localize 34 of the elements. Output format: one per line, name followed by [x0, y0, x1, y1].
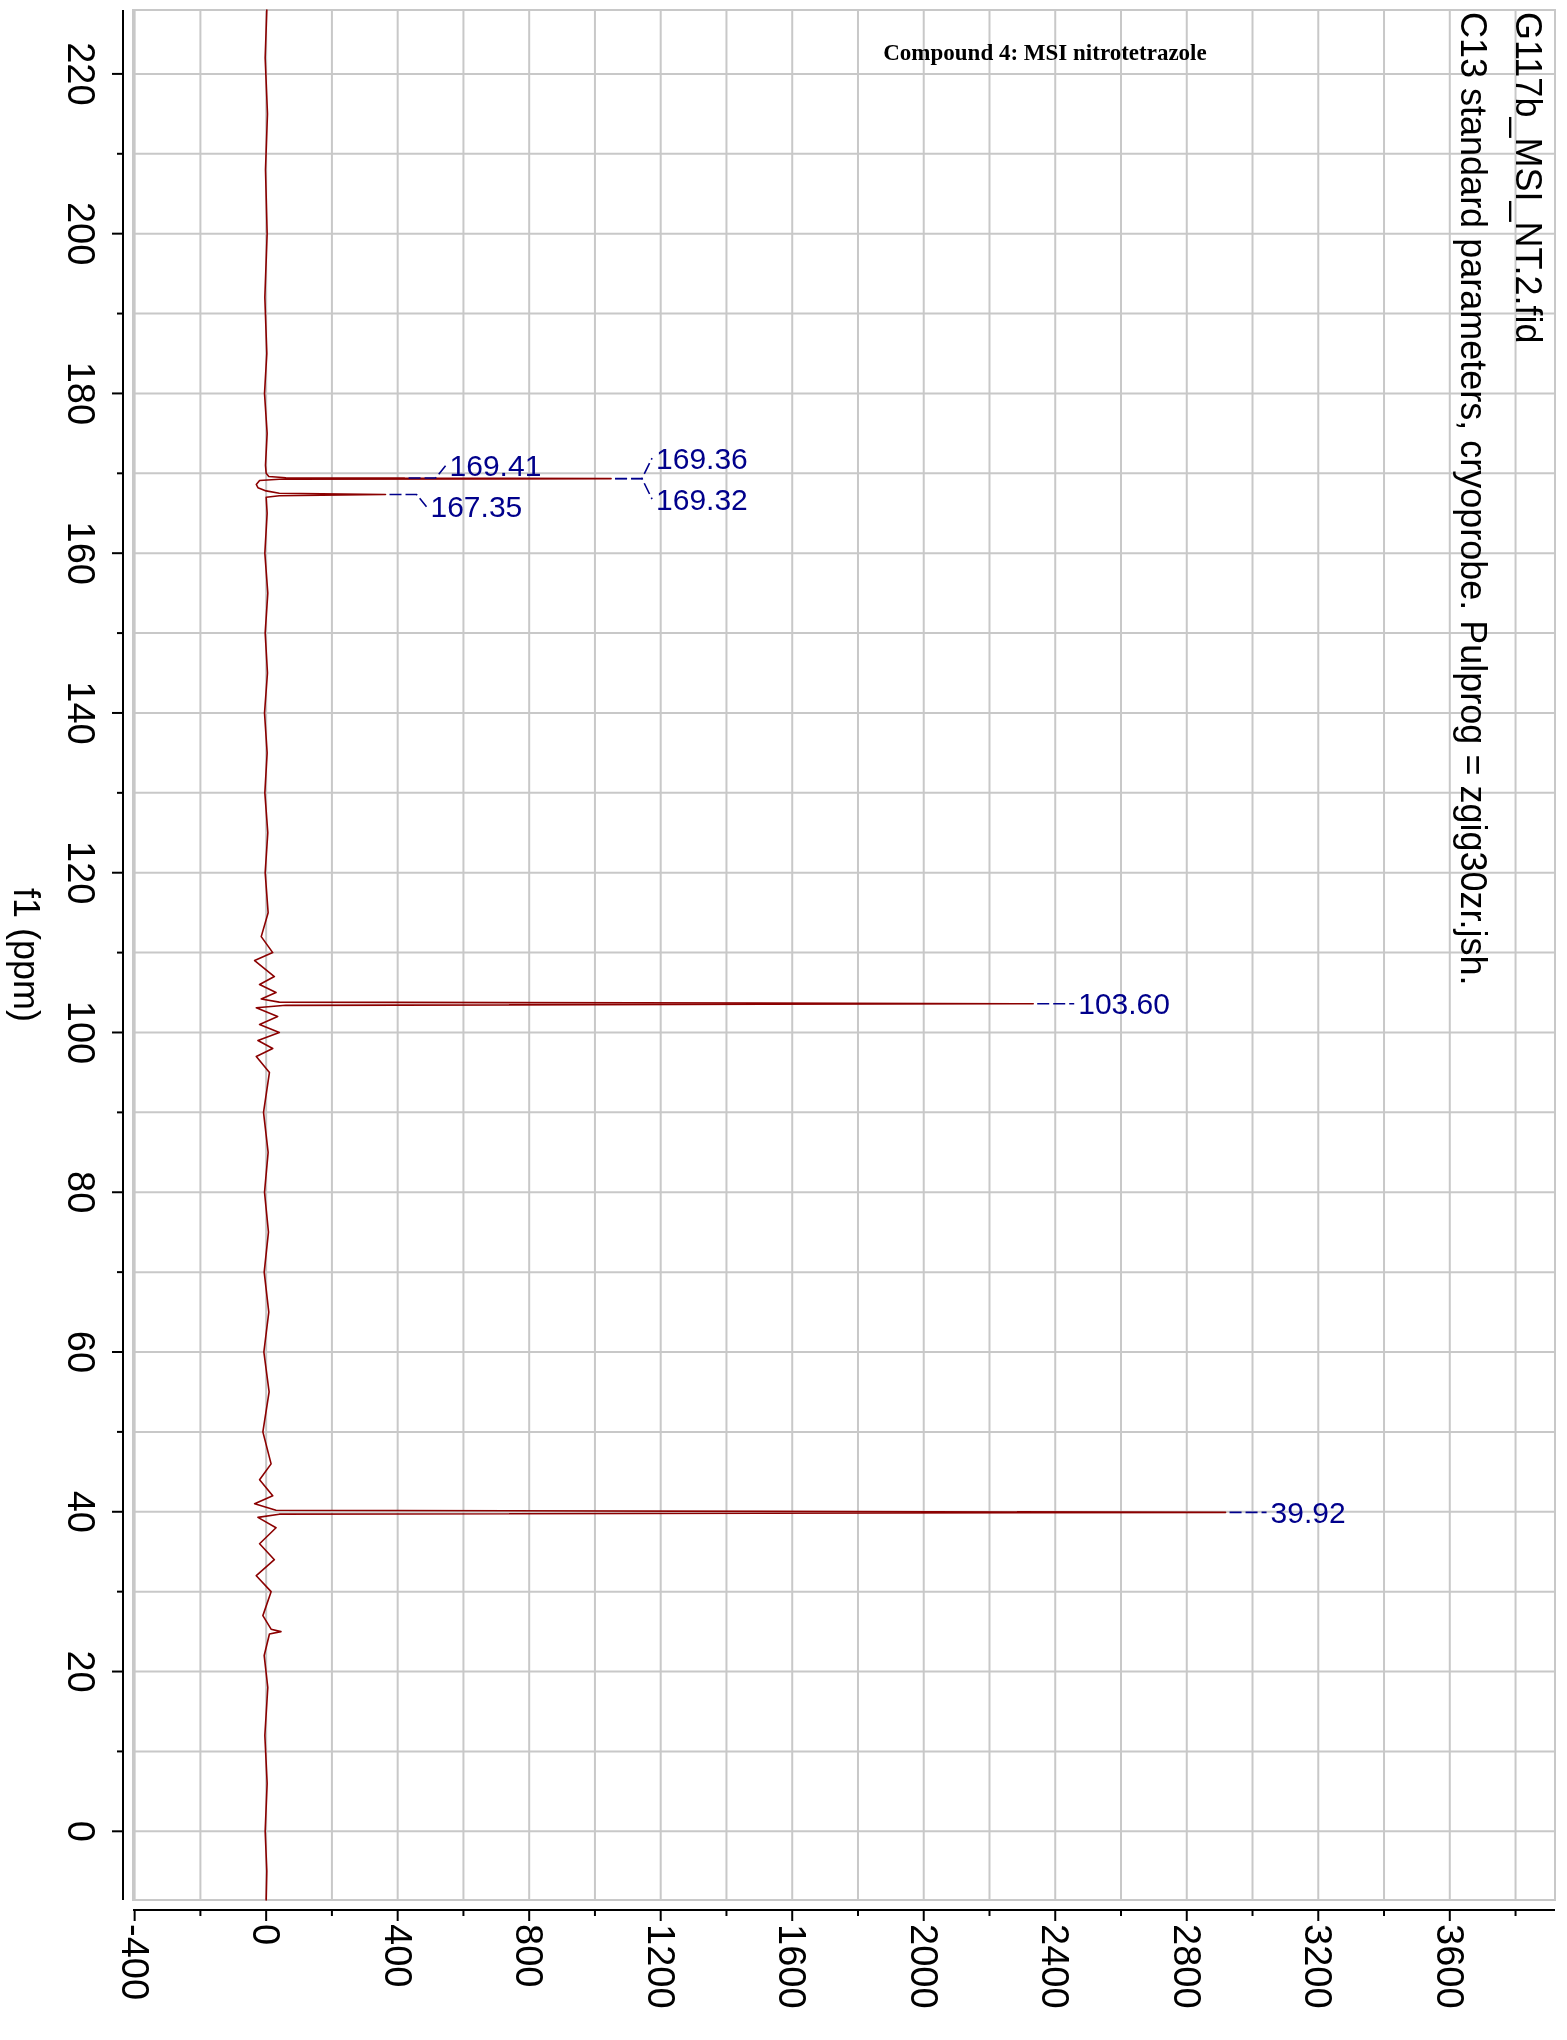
x-tick-label: 2400 — [1034, 1924, 1077, 2009]
annotation: 103.60 — [1078, 987, 1170, 1021]
y-tick-label: 60 — [60, 1330, 102, 1374]
y-tick-label: 80 — [60, 1171, 102, 1214]
x-tick-label: 3600 — [1428, 1924, 1471, 2009]
y-axis-title: f1 (ppm) — [5, 887, 47, 1023]
x-tick-label: 800 — [508, 1924, 551, 1988]
y-tick-label: 200 — [60, 201, 102, 266]
annotation: 169.36 — [656, 441, 748, 475]
annotation: 167.35 — [430, 490, 523, 524]
x-tick-label: 400 — [376, 1924, 419, 1988]
text: Compound 4: MSI nitrotetrazole — [883, 40, 1207, 65]
annotation: G117b_MSI_NT.2.fid — [1507, 12, 1549, 344]
x-tick-label: 3200 — [1297, 1924, 1340, 2009]
y-tick-label: 120 — [60, 841, 102, 905]
x-tick-label: 0 — [245, 1924, 288, 1946]
y-tick-label: 180 — [60, 361, 102, 426]
x-tick-label: 1600 — [771, 1924, 814, 2009]
annotation: 169.32 — [656, 482, 748, 516]
y-tick-label: 0 — [60, 1820, 102, 1842]
y-tick-label: 160 — [60, 521, 102, 585]
y-tick-label: 20 — [60, 1650, 102, 1693]
x-tick-label: 1200 — [639, 1924, 682, 2009]
annotation: 169.41 — [449, 449, 542, 483]
x-tick-label: -400 — [113, 1924, 156, 2001]
annotation: C13 standard parameters, cryoprobe. Pulprog = zgig30zr.jsh. — [1452, 12, 1494, 986]
y-tick-label: 40 — [60, 1490, 102, 1533]
x-tick-label: 2800 — [1165, 1924, 1208, 2009]
y-tick-label: 220 — [60, 42, 102, 106]
y-tick-label: 140 — [60, 681, 102, 745]
x-tick-label: 2000 — [902, 1924, 945, 2009]
line-series — [253, 9, 1227, 1901]
y-tick-label: 100 — [60, 1000, 102, 1065]
annotation: 39.92 — [1270, 1495, 1346, 1529]
